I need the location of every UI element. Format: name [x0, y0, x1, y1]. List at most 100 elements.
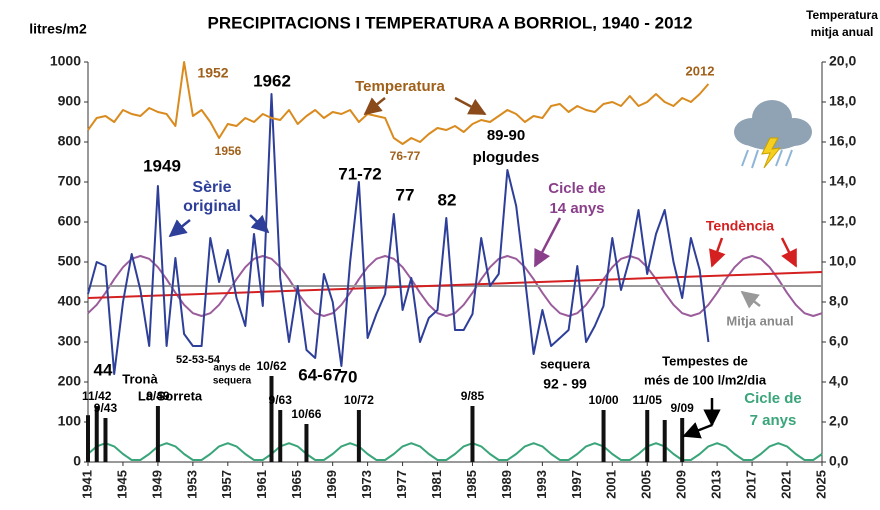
x-tick-label: 2001	[604, 470, 619, 499]
y2-tick-label: 10,0	[829, 253, 856, 269]
y2-tick-label: 18,0	[829, 93, 856, 109]
y2-tick-label: 4,0	[829, 373, 849, 389]
bar-label: 10/00	[589, 393, 619, 407]
y2-axis-label: Temperatura	[806, 8, 878, 22]
annotation: 44	[94, 360, 113, 379]
annotation: 71-72	[338, 164, 381, 183]
storm-bar	[602, 410, 606, 462]
x-tick-label: 1969	[324, 470, 339, 499]
bar-label: 10/62	[256, 359, 286, 373]
arrow	[742, 292, 760, 306]
storm-bar	[680, 418, 684, 462]
annotation: 82	[438, 190, 457, 209]
storm-bar	[156, 406, 160, 462]
arrow	[535, 218, 560, 266]
x-tick-label: 1997	[569, 470, 584, 499]
y-tick-label: 500	[58, 253, 82, 269]
x-tick-label: 1973	[359, 470, 374, 499]
annotation: Tronà	[122, 371, 158, 386]
annotation: 70	[339, 367, 358, 386]
annotation: Sèrie	[192, 179, 231, 196]
arrow	[782, 238, 796, 266]
storm-bar	[304, 424, 308, 462]
x-tick-label: 1981	[429, 470, 444, 499]
storm-bar	[645, 410, 649, 462]
page: {"chart_data": { "type": "line", "title"…	[0, 0, 880, 510]
bar-label: 9/09	[671, 401, 695, 415]
arrow	[365, 98, 385, 114]
annotation: Cicle de	[744, 390, 802, 407]
bar-label: 9/85	[461, 389, 485, 403]
series-line	[88, 94, 708, 374]
annotation: sequera	[540, 356, 591, 371]
storm-bar	[470, 406, 474, 462]
x-tick-label: 1941	[79, 470, 94, 499]
annotation: més de 100 l/m2/dia	[644, 372, 767, 387]
arrow	[455, 98, 485, 114]
storm-bar	[278, 410, 282, 462]
y2-tick-label: 0,0	[829, 453, 849, 469]
annotation: 92 - 99	[543, 376, 587, 392]
x-tick-label: 2009	[674, 470, 689, 499]
annotation: Temperatura	[355, 78, 445, 95]
storm-bar	[103, 418, 107, 462]
y2-tick-label: 2,0	[829, 413, 849, 429]
y-tick-label: 400	[58, 293, 82, 309]
annotation: 14 anys	[549, 200, 604, 217]
y-tick-label: 0	[73, 453, 81, 469]
x-tick-label: 1949	[149, 470, 164, 499]
storm-bar	[357, 410, 361, 462]
chart-title: PRECIPITACIONS I TEMPERATURA A BORRIOL, …	[208, 13, 693, 32]
x-tick-label: 2013	[709, 470, 724, 499]
y2-axis-label: mitja anual	[811, 25, 874, 39]
arrow	[684, 425, 712, 436]
y-tick-label: 600	[58, 213, 82, 229]
annotation: Cicle de	[548, 180, 606, 197]
y-tick-label: 300	[58, 333, 82, 349]
bar-label: 9/43	[94, 401, 118, 415]
bar-label: 10/72	[344, 393, 374, 407]
annotation: Tempestes de	[662, 353, 748, 368]
x-tick-label: 2021	[778, 470, 793, 499]
x-tick-label: 1957	[219, 470, 234, 499]
annotation: 7 anys	[750, 412, 797, 429]
annotation: 1956	[215, 144, 242, 158]
annotation: Mitja anual	[726, 313, 793, 328]
y2-tick-label: 6,0	[829, 333, 849, 349]
y2-tick-label: 20,0	[829, 53, 856, 69]
y-tick-label: 100	[58, 413, 82, 429]
bar-label: 9/63	[269, 393, 293, 407]
y-tick-label: 700	[58, 173, 82, 189]
x-tick-label: 1989	[499, 470, 514, 499]
x-tick-label: 2025	[813, 470, 828, 499]
storm-bar	[270, 376, 274, 462]
annotation: plogudes	[473, 149, 540, 166]
arrow	[170, 220, 190, 236]
x-tick-label: 1977	[394, 470, 409, 499]
y-tick-label: 900	[58, 93, 82, 109]
annotation: 1949	[143, 156, 181, 175]
y-tick-label: 800	[58, 133, 82, 149]
annotation: 1952	[197, 65, 228, 81]
weather-icon	[734, 100, 812, 168]
x-tick-label: 1945	[114, 470, 129, 499]
y-tick-label: 200	[58, 373, 82, 389]
annotation: 1962	[253, 71, 291, 90]
annotation: sequera	[213, 376, 252, 387]
x-tick-label: 1953	[184, 470, 199, 499]
annotation: original	[183, 198, 241, 215]
storm-bar	[86, 415, 90, 462]
y2-tick-label: 12,0	[829, 213, 856, 229]
bar-label: 10/66	[291, 407, 321, 421]
annotation: La Sorreta	[138, 388, 203, 403]
storm-bar	[663, 420, 667, 462]
annotation: 2012	[686, 63, 715, 78]
annotation: Tendència	[706, 218, 774, 234]
y-axis-label: litres/m2	[29, 21, 87, 37]
annotation: 76-77	[390, 149, 421, 163]
x-tick-label: 1965	[289, 470, 304, 499]
x-tick-label: 1993	[534, 470, 549, 499]
y2-tick-label: 8,0	[829, 293, 849, 309]
chart: PRECIPITACIONS I TEMPERATURA A BORRIOL, …	[0, 0, 880, 510]
annotation: 89-90	[487, 127, 525, 144]
